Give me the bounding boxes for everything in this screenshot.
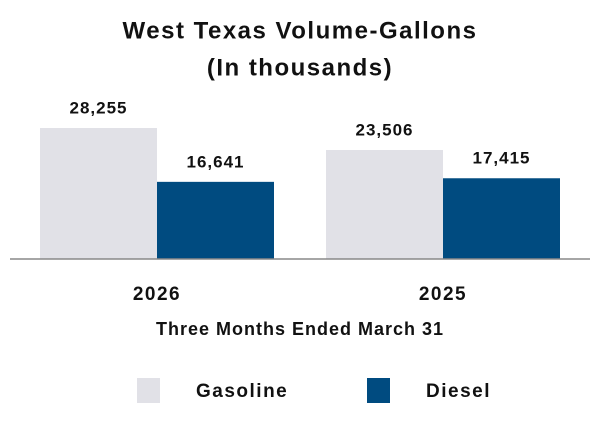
data-label: 23,506 [356,121,414,140]
x-tick-label: 2025 [419,284,467,305]
legend-swatch [367,378,390,403]
bar [443,178,560,259]
x-axis-label: Three Months Ended March 31 [156,319,444,339]
legend-label: Diesel [426,381,491,402]
chart-subtitle: (In thousands) [207,54,393,81]
chart-title: West Texas Volume-Gallons [123,17,478,44]
data-label: 28,255 [70,98,128,117]
data-label: 16,641 [187,152,245,171]
bar [326,150,443,259]
data-label: 17,415 [473,149,531,168]
legend-swatch [137,378,160,403]
x-tick-label: 2026 [133,284,181,305]
bar [157,181,274,259]
legend-label: Gasoline [196,381,288,402]
bar [40,128,157,259]
